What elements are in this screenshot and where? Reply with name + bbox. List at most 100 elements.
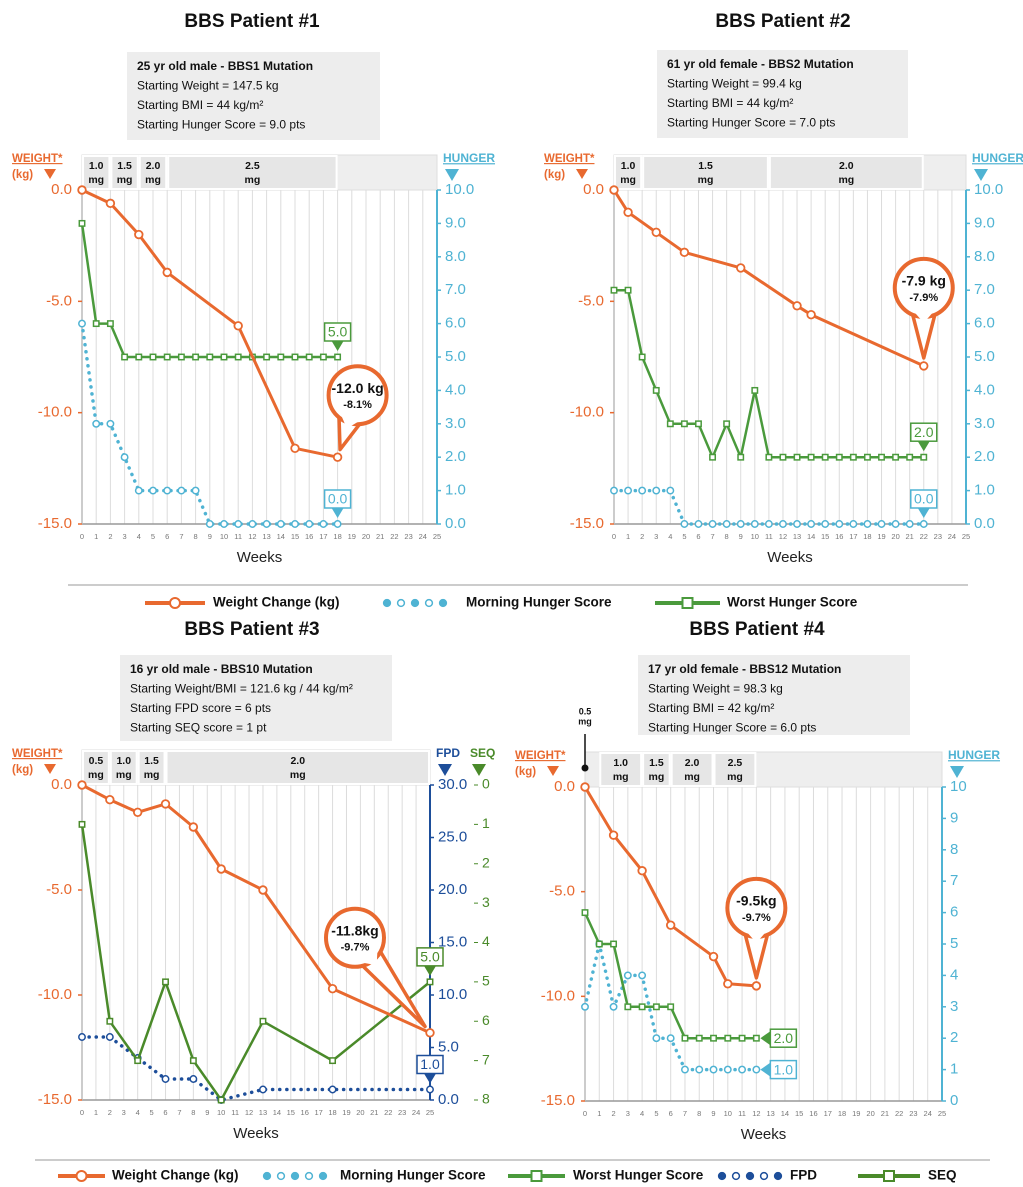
point <box>92 320 100 328</box>
callout-join <box>340 413 362 429</box>
dose-band <box>82 750 110 785</box>
y2-tick-label: 0.0 <box>445 515 466 532</box>
point <box>132 807 143 817</box>
y-tick-label: 0.0 <box>583 181 604 198</box>
legend-symbol <box>75 1170 88 1182</box>
y2-tick-label: 10 <box>950 778 967 795</box>
dose-band <box>670 752 714 787</box>
point <box>162 978 169 986</box>
point <box>77 185 87 195</box>
y2-tick-label: 5 <box>950 935 958 952</box>
x-tick-label: 24 <box>419 532 427 541</box>
point <box>233 321 243 331</box>
point <box>161 1075 170 1083</box>
point <box>666 486 675 495</box>
callout-join <box>745 930 768 943</box>
dose-label: 0.5 <box>579 706 592 716</box>
callout-percent: -8.1% <box>343 399 372 411</box>
x-tick-label: 21 <box>906 532 914 541</box>
x-tick-label: 6 <box>163 1108 167 1117</box>
x-tick-label: 25 <box>433 532 441 541</box>
legend-symbol <box>731 1171 741 1181</box>
x-tick-label: 4 <box>137 532 141 541</box>
point <box>329 1057 337 1065</box>
point <box>623 207 633 217</box>
x-tick-label: 12 <box>248 532 256 541</box>
point <box>276 520 285 528</box>
point <box>863 453 871 461</box>
point <box>134 486 143 495</box>
point <box>106 320 114 328</box>
point <box>332 452 343 462</box>
y2-tick-label: 7 <box>950 872 958 889</box>
point <box>738 1065 747 1074</box>
legend-label: Morning Hunger Score <box>466 595 612 610</box>
point <box>737 453 745 461</box>
axis-marker <box>950 766 964 778</box>
dose-band <box>167 155 338 190</box>
y-tick-label: -15.0 <box>38 515 72 532</box>
point <box>666 1034 675 1043</box>
point <box>426 1085 434 1094</box>
callout-value: -9.5kg <box>736 893 776 909</box>
x-tick-label: 21 <box>370 1108 378 1117</box>
legend-symbol <box>262 1171 272 1181</box>
point <box>752 1065 761 1074</box>
label-pointer <box>331 341 344 351</box>
y2-tick-label: 6.0 <box>974 315 995 332</box>
axis-marker <box>576 169 588 179</box>
point <box>764 520 773 528</box>
info-line: Starting Weight/BMI = 121.6 kg / 44 kg/m… <box>130 682 353 696</box>
info-line: Starting Hunger Score = 6.0 pts <box>648 721 816 735</box>
callout-value: -11.8kg <box>331 923 378 939</box>
value-label-box <box>323 322 352 342</box>
x-tick-label: 16 <box>301 1108 309 1117</box>
point <box>192 353 200 361</box>
point <box>695 420 702 428</box>
point <box>92 419 101 428</box>
point <box>163 353 171 361</box>
dose-label: mg <box>684 771 700 783</box>
y2-tick-label: 9.0 <box>974 214 995 231</box>
point <box>680 420 688 428</box>
point <box>835 520 844 528</box>
point <box>920 453 928 461</box>
y2-tick-label: 2.0 <box>445 448 466 465</box>
info-line: Starting Weight = 98.3 kg <box>648 682 783 696</box>
value-label: 2.0 <box>914 424 934 440</box>
legend-symbol <box>276 1171 286 1181</box>
x-tick-label: 22 <box>920 532 928 541</box>
callout-bubble <box>326 364 389 427</box>
point <box>638 1003 646 1011</box>
x-tick-label: 2 <box>611 1109 615 1118</box>
x-tick-label: 20 <box>891 532 899 541</box>
legend-label: Worst Hunger Score <box>727 595 858 610</box>
y2-tick-label: 1.0 <box>445 482 466 499</box>
x-tick-label: 9 <box>711 1109 715 1118</box>
point <box>863 520 872 528</box>
legend-symbol <box>717 1171 727 1181</box>
value-label: 2.0 <box>774 1030 794 1046</box>
point <box>652 486 661 495</box>
point <box>160 799 171 809</box>
x-tick-label: 19 <box>342 1108 350 1117</box>
axis-marker <box>438 764 452 776</box>
point <box>905 520 914 528</box>
point <box>919 361 929 371</box>
x-tick-label: 12 <box>245 1108 253 1117</box>
legend-label: Worst Hunger Score <box>573 1168 704 1183</box>
point <box>162 267 172 278</box>
y-axis-label: WEIGHT* <box>12 153 63 165</box>
legend-symbol <box>410 598 420 608</box>
point <box>779 520 787 528</box>
x-tick-label: 7 <box>177 1108 181 1117</box>
point <box>305 520 314 528</box>
point <box>259 1017 267 1025</box>
dose-label: mg <box>290 769 306 781</box>
point <box>177 353 185 361</box>
y2-tick-label: 0.0 <box>438 1091 459 1108</box>
y2-tick-label: 3.0 <box>974 415 995 432</box>
info-line: Starting BMI = 44 kg/m² <box>137 98 263 112</box>
y-tick-label: -15.0 <box>541 1092 575 1109</box>
point <box>177 486 186 495</box>
